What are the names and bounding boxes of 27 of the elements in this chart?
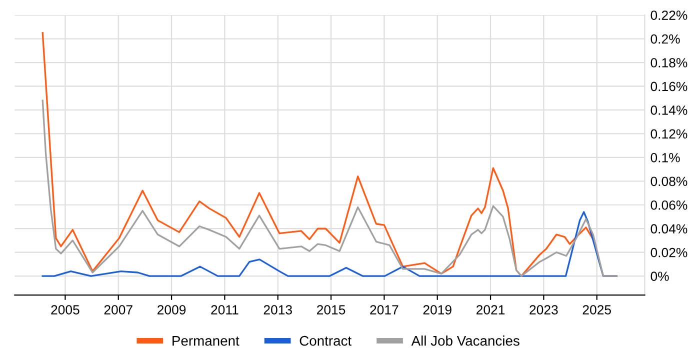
x-tick-label: 2009: [158, 305, 186, 314]
x-tick-label: 2011: [211, 305, 238, 314]
y-tick-label: 0%: [650, 272, 669, 281]
legend-label: All Job Vacancies: [411, 336, 520, 346]
x-tick-label: 2005: [51, 305, 80, 314]
y-tick-label: 0.02%: [650, 248, 688, 258]
line-series: [42, 100, 618, 277]
y-tick-label: 0.2%: [650, 34, 680, 44]
y-tick-label: 0.22%: [650, 10, 688, 20]
x-tick-label: 2015: [317, 305, 346, 314]
legend-label: Contract: [300, 336, 352, 346]
x-tick-label: 2023: [530, 305, 558, 314]
y-tick-label: 0.08%: [650, 176, 688, 186]
y-tick-label: 0.12%: [650, 129, 688, 139]
x-tick-label: 2021: [476, 305, 505, 314]
x-tick-label: 2025: [582, 305, 611, 314]
y-tick-label: 0.18%: [650, 58, 688, 68]
y-tick-label: 0.14%: [650, 106, 688, 115]
y-tick-label: 0.06%: [650, 200, 688, 210]
x-tick-label: 2019: [423, 305, 452, 314]
x-tick-label: 2017: [370, 305, 398, 314]
y-tick-label: 0.04%: [650, 224, 688, 234]
x-tick-label: 2007: [104, 305, 132, 314]
x-tick-label: 2013: [264, 305, 292, 314]
y-tick-label: 0.16%: [650, 82, 688, 92]
y-tick-label: 0.1%: [650, 152, 680, 162]
legend-label: Permanent: [172, 336, 240, 346]
